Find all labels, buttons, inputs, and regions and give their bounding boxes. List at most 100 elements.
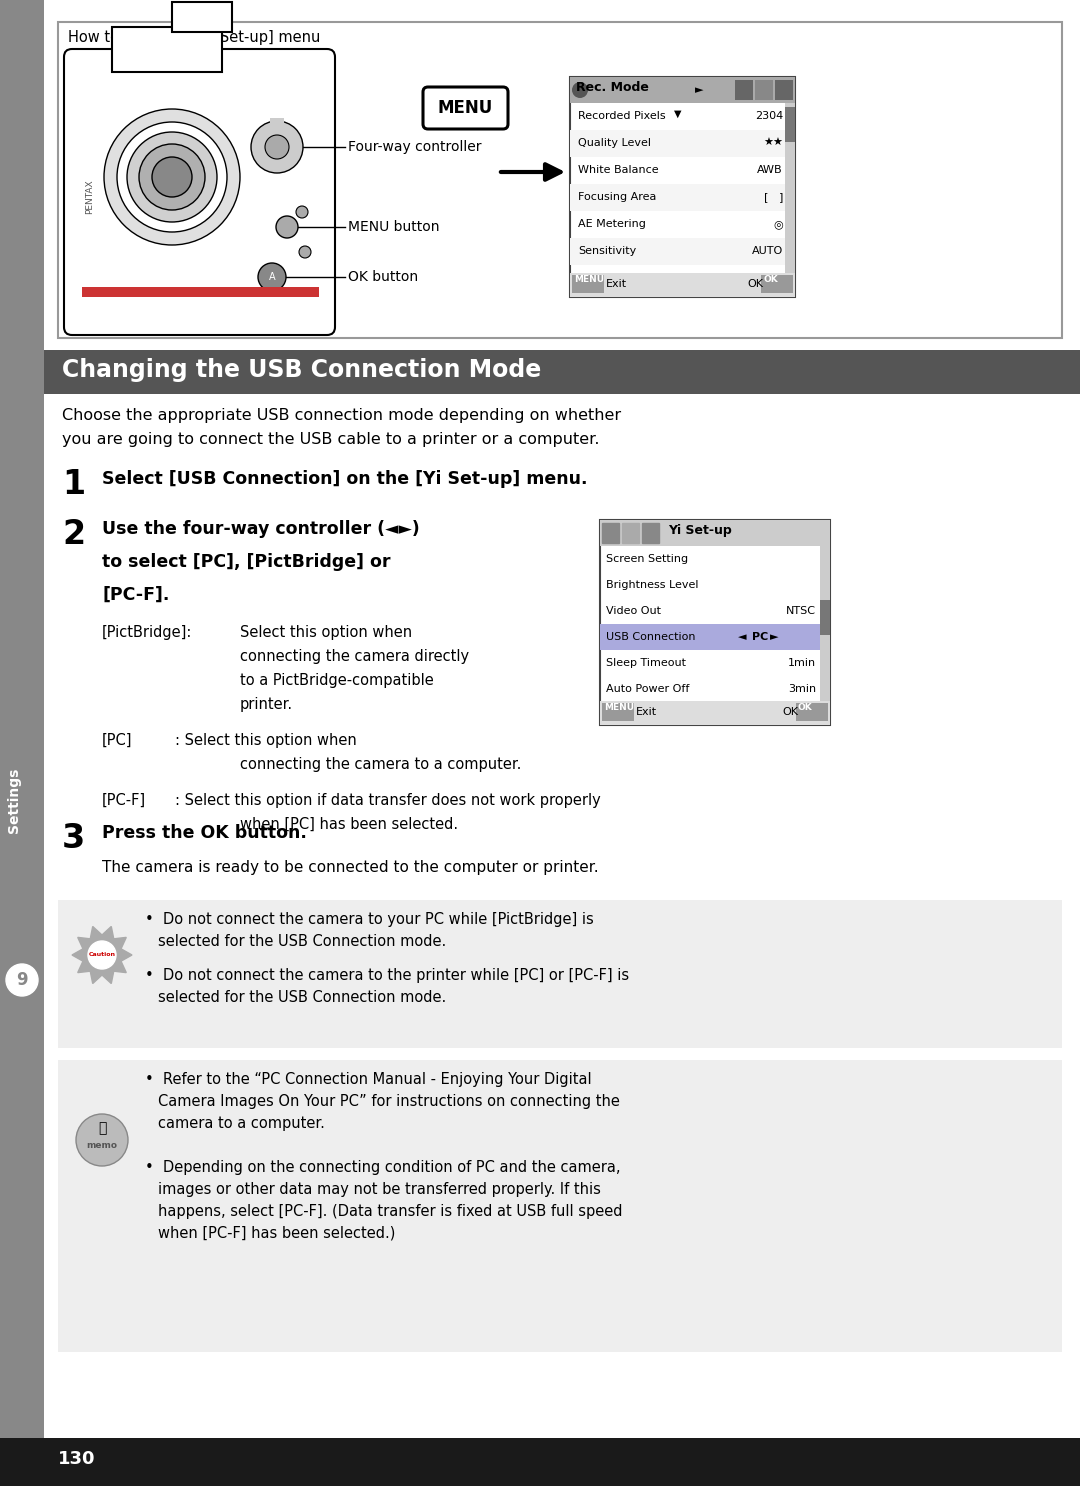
Text: Sleep Timeout: Sleep Timeout xyxy=(606,658,686,669)
Bar xyxy=(570,238,785,265)
Text: [PC-F]: [PC-F] xyxy=(102,794,146,808)
Text: PENTAX: PENTAX xyxy=(85,180,95,214)
Text: 2: 2 xyxy=(62,519,85,551)
Bar xyxy=(602,523,619,542)
Bar xyxy=(0,0,44,1486)
Bar xyxy=(755,80,773,100)
Text: ►: ► xyxy=(770,632,779,642)
Text: Auto Power Off: Auto Power Off xyxy=(606,684,689,694)
Bar xyxy=(570,77,795,297)
Text: Changing the USB Connection Mode: Changing the USB Connection Mode xyxy=(62,358,541,382)
Bar xyxy=(600,520,831,545)
Text: ►: ► xyxy=(696,85,703,95)
Text: ◎: ◎ xyxy=(773,218,783,229)
Text: MENU button: MENU button xyxy=(348,220,440,233)
Text: White Balance: White Balance xyxy=(578,165,659,175)
Text: 3min: 3min xyxy=(788,684,816,694)
Bar xyxy=(270,117,284,123)
Text: OK: OK xyxy=(747,279,762,288)
Text: OK: OK xyxy=(798,703,813,712)
Bar xyxy=(602,703,634,721)
Text: Use the four-way controller (◄►): Use the four-way controller (◄►) xyxy=(102,520,420,538)
Text: 2304: 2304 xyxy=(755,111,783,120)
Text: Sensitivity: Sensitivity xyxy=(578,247,636,256)
Text: Settings: Settings xyxy=(6,767,21,832)
Text: OK: OK xyxy=(782,707,798,718)
Text: Screen Setting: Screen Setting xyxy=(606,554,688,565)
Bar xyxy=(112,27,222,71)
Circle shape xyxy=(152,158,192,198)
Text: •  Depending on the connecting condition of PC and the camera,: • Depending on the connecting condition … xyxy=(145,1161,621,1175)
Text: ▼: ▼ xyxy=(674,108,681,119)
Text: Brightness Level: Brightness Level xyxy=(606,580,699,590)
Bar xyxy=(274,144,280,158)
Text: OK button: OK button xyxy=(348,270,418,284)
Text: 🕊: 🕊 xyxy=(98,1120,106,1135)
Circle shape xyxy=(139,144,205,210)
Text: Focusing Area: Focusing Area xyxy=(578,192,657,202)
Text: MENU: MENU xyxy=(437,100,492,117)
Circle shape xyxy=(87,941,116,969)
Text: OK: OK xyxy=(762,275,778,284)
Text: to select [PC], [PictBridge] or: to select [PC], [PictBridge] or xyxy=(102,553,391,571)
Text: [PictBridge]:: [PictBridge]: xyxy=(102,626,192,640)
Bar xyxy=(58,1060,1062,1352)
Bar xyxy=(785,103,795,273)
Bar xyxy=(785,107,795,143)
Text: happens, select [PC-F]. (Data transfer is fixed at USB full speed: happens, select [PC-F]. (Data transfer i… xyxy=(158,1204,622,1219)
Text: Rec. Mode: Rec. Mode xyxy=(576,82,649,94)
Bar xyxy=(600,701,831,725)
Text: Select [USB Connection] on the [Yi Set-up] menu.: Select [USB Connection] on the [Yi Set-u… xyxy=(102,470,588,487)
Text: AE Metering: AE Metering xyxy=(578,218,646,229)
Bar xyxy=(735,80,753,100)
Circle shape xyxy=(299,247,311,259)
Circle shape xyxy=(572,82,588,98)
Circle shape xyxy=(258,263,286,291)
Text: Recorded Pixels: Recorded Pixels xyxy=(578,111,665,120)
Bar xyxy=(270,162,284,168)
Circle shape xyxy=(251,120,303,172)
Bar xyxy=(274,144,280,158)
Bar xyxy=(820,545,831,701)
FancyBboxPatch shape xyxy=(423,88,508,129)
Bar xyxy=(600,624,820,649)
Text: PC: PC xyxy=(752,632,768,642)
Text: when [PC] has been selected.: when [PC] has been selected. xyxy=(240,817,458,832)
Text: : Select this option when: : Select this option when xyxy=(175,733,356,747)
Text: USB Connection: USB Connection xyxy=(606,632,696,642)
Text: •  Do not connect the camera to your PC while [PictBridge] is: • Do not connect the camera to your PC w… xyxy=(145,912,594,927)
Text: memo: memo xyxy=(86,1141,118,1150)
Bar xyxy=(58,901,1062,1048)
Text: MENU: MENU xyxy=(573,275,604,284)
Bar xyxy=(796,703,828,721)
Text: MENU: MENU xyxy=(604,703,634,712)
Text: connecting the camera to a computer.: connecting the camera to a computer. xyxy=(240,756,522,773)
Text: Quality Level: Quality Level xyxy=(578,138,651,149)
Bar xyxy=(58,22,1062,337)
Bar xyxy=(642,523,659,542)
Text: selected for the USB Connection mode.: selected for the USB Connection mode. xyxy=(158,935,446,950)
Text: Choose the appropriate USB connection mode depending on whether: Choose the appropriate USB connection mo… xyxy=(62,409,621,424)
Text: when [PC-F] has been selected.): when [PC-F] has been selected.) xyxy=(158,1226,395,1241)
Circle shape xyxy=(117,122,227,232)
Text: [PC-F].: [PC-F]. xyxy=(102,585,170,603)
Text: A: A xyxy=(269,272,275,282)
Text: you are going to connect the USB cable to a printer or a computer.: you are going to connect the USB cable t… xyxy=(62,432,599,447)
Text: images or other data may not be transferred properly. If this: images or other data may not be transfer… xyxy=(158,1181,600,1198)
Text: AUTO: AUTO xyxy=(752,247,783,256)
Text: How to recall the [Yi Set-up] menu: How to recall the [Yi Set-up] menu xyxy=(68,30,321,45)
Bar xyxy=(570,273,795,297)
Bar xyxy=(572,275,604,293)
Text: ◄: ◄ xyxy=(738,632,746,642)
Bar xyxy=(172,1,232,33)
Text: Caution: Caution xyxy=(89,953,116,957)
Bar xyxy=(600,520,831,725)
Text: printer.: printer. xyxy=(240,697,293,712)
Bar xyxy=(0,1438,1080,1486)
Bar xyxy=(570,129,785,158)
Text: Select this option when: Select this option when xyxy=(240,626,413,640)
Text: Video Out: Video Out xyxy=(606,606,661,617)
Text: : Select this option if data transfer does not work properly: : Select this option if data transfer do… xyxy=(175,794,600,808)
Circle shape xyxy=(265,135,289,159)
Text: Press the OK button.: Press the OK button. xyxy=(102,825,307,843)
